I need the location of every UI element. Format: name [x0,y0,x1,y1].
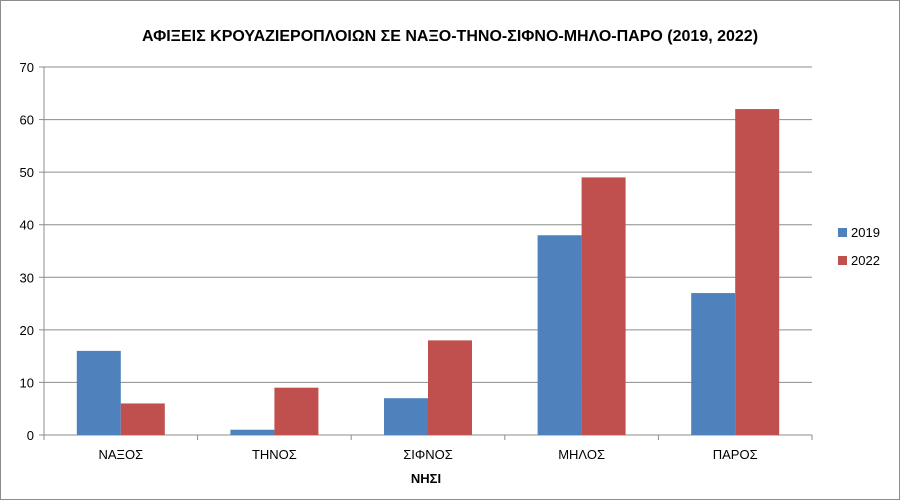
tick-labels: 0 10 20 30 40 50 60 70 ΝΑΞΟΣ ΤΗΝΟΣ ΣΙΦΝΟΣ ΜΗΛΟΣ ΠΑΡΟ… [20,60,758,462]
legend-label: 2022 [851,253,880,268]
chart-title: ΑΦΙΞΕΙΣ ΚΡΟΥΑΖΙΕΡΟΠΛΟΙΩΝ ΣΕ ΝΑΞΟ-ΤΗΝΟ-ΣΙ… [142,28,758,45]
legend-label: 2019 [851,225,880,240]
y-tick-label: 40 [20,218,34,233]
y-tick-label: 20 [20,323,34,338]
bars [76,109,780,436]
bar-2022-0 [120,403,165,435]
x-tick-label: ΤΗΝΟΣ [252,447,297,462]
x-axis-title: ΝΗΣΙ [411,471,441,486]
bar-2019-4 [691,293,736,435]
bar-2022-4 [735,109,780,436]
y-tick-label: 50 [20,165,34,180]
bar-2019-2 [384,398,428,435]
y-tick-label: 30 [20,270,34,285]
bar-2019-1 [230,429,275,435]
bar-2022-2 [428,340,472,435]
x-tick-label: ΜΗΛΟΣ [558,447,605,462]
legend-swatch [838,256,847,265]
y-tick-label: 0 [27,428,34,443]
bar-2022-3 [581,177,626,435]
x-tick-label: ΝΑΞΟΣ [98,447,143,462]
bar-2019-0 [76,350,121,435]
y-tick-label: 70 [20,60,34,75]
bar-2022-1 [274,387,319,435]
x-tick-label: ΣΙΦΝΟΣ [403,447,453,462]
y-tick-label: 60 [20,113,34,128]
bar-2019-3 [537,235,582,435]
y-tick-label: 10 [20,375,34,390]
x-tick-label: ΠΑΡΟΣ [713,447,758,462]
legend-swatch [838,228,847,237]
gridlines [44,66,812,383]
legend: 2019 2022 [838,225,880,268]
